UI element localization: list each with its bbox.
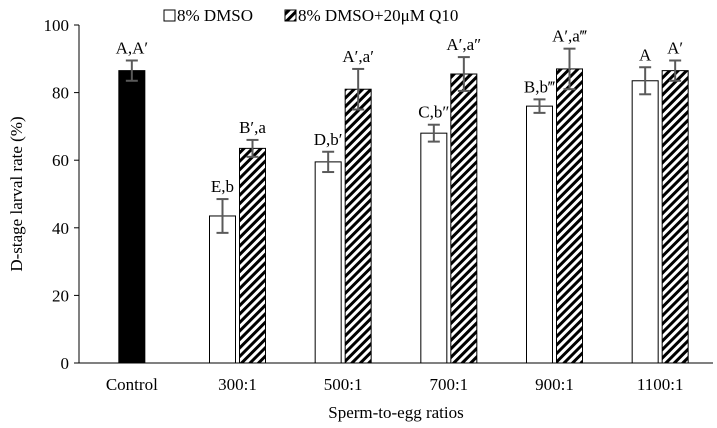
y-tick-label: 0 bbox=[61, 354, 70, 373]
bar-series-1 bbox=[420, 132, 448, 364]
data-label-control: A,A′ bbox=[116, 38, 149, 57]
legend-label-2: 8% DMSO+20μM Q10 bbox=[298, 6, 458, 25]
bar-series-1 bbox=[209, 215, 236, 364]
x-tick-label: 500:1 bbox=[324, 375, 363, 394]
bar-series-2 bbox=[344, 88, 372, 364]
data-label: B,b‴ bbox=[524, 77, 555, 96]
x-tick-label: 900:1 bbox=[535, 375, 574, 394]
data-label: A′,a″ bbox=[446, 35, 481, 54]
legend-label-1: 8% DMSO bbox=[177, 6, 253, 25]
bar-series-2 bbox=[661, 70, 689, 364]
legend-swatch-2 bbox=[284, 9, 297, 22]
data-label: A′,a′ bbox=[342, 47, 374, 66]
bar-series-1 bbox=[526, 105, 553, 364]
x-tick-label: 300:1 bbox=[218, 375, 257, 394]
data-label: A bbox=[639, 45, 652, 64]
bar-series-1 bbox=[314, 161, 342, 364]
data-label: D,b′ bbox=[314, 130, 343, 149]
y-tick-label: 20 bbox=[52, 286, 69, 305]
x-tick-label: 1100:1 bbox=[637, 375, 684, 394]
y-tick-label: 60 bbox=[52, 151, 69, 170]
data-label: B′,a bbox=[239, 118, 266, 137]
bar-series-2 bbox=[450, 73, 478, 364]
bar-control bbox=[118, 70, 146, 364]
y-tick-label: 80 bbox=[52, 84, 69, 103]
data-label: A′,a‴ bbox=[552, 27, 587, 46]
x-tick-label: Control bbox=[106, 375, 158, 394]
data-label: A′ bbox=[667, 38, 683, 57]
x-axis-title: Sperm-to-egg ratios bbox=[328, 403, 464, 422]
y-tick-label: 100 bbox=[44, 16, 70, 35]
y-tick-label: 40 bbox=[52, 219, 69, 238]
bar-series-2 bbox=[239, 147, 266, 364]
bar-series-2 bbox=[556, 68, 583, 364]
legend-swatch-1 bbox=[163, 9, 176, 22]
bar-series-1 bbox=[631, 80, 659, 364]
data-label: C,b″ bbox=[418, 103, 449, 122]
y-axis-title: D-stage larval rate (%) bbox=[7, 116, 26, 271]
x-tick-label: 700:1 bbox=[429, 375, 468, 394]
data-label: E,b bbox=[211, 177, 234, 196]
